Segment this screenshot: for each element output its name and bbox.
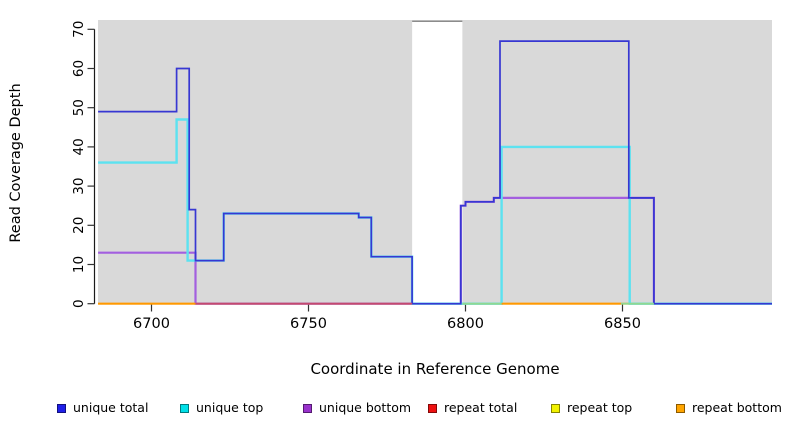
y-tick-label: 60: [71, 60, 87, 77]
coverage-plot-svg: 0 10 20 30 40 50 60 70 6700 6750 6800 6850: [71, 20, 772, 332]
legend-swatch-unique-bottom: [303, 403, 312, 413]
x-tick-label: 6850: [604, 316, 641, 332]
legend-item-repeat-top: repeat top: [551, 399, 632, 417]
series-line-unique-total: [98, 40, 772, 305]
y-tick-label: 0: [71, 299, 87, 308]
legend-label: unique total: [73, 400, 149, 415]
y-tick-label: 30: [71, 178, 87, 195]
x-tick-label: 6700: [133, 316, 170, 332]
y-tick-label: 70: [71, 21, 87, 38]
legend-label: repeat total: [444, 400, 518, 415]
legend-swatch-repeat-top: [551, 403, 560, 413]
legend-label: repeat top: [567, 400, 633, 415]
legend-item-unique-top: unique top: [180, 399, 263, 417]
legend-swatch-unique-top: [180, 403, 189, 413]
y-tick-label: 50: [71, 99, 87, 116]
legend-label: repeat bottom: [692, 400, 782, 415]
legend-item-repeat-bottom: repeat bottom: [676, 399, 782, 417]
y-tick-label: 10: [71, 256, 87, 273]
legend-label: unique bottom: [319, 400, 412, 415]
y-tick-label: 20: [71, 217, 87, 234]
gap-region: [412, 20, 463, 304]
legend-swatch-unique-total: [57, 403, 66, 413]
legend-label: unique top: [196, 400, 264, 415]
x-tick-label: 6750: [290, 316, 327, 332]
legend-swatch-repeat-total: [428, 403, 437, 413]
y-tick-label: 40: [71, 138, 87, 155]
legend-item-unique-bottom: unique bottom: [303, 399, 411, 417]
legend-item-repeat-total: repeat total: [428, 399, 517, 417]
legend: unique total unique top unique bottom repea…: [0, 399, 792, 419]
legend-swatch-repeat-bottom: [676, 403, 685, 413]
x-tick-label: 6800: [447, 316, 484, 332]
x-axis-title: Coordinate in Reference Genome: [310, 360, 560, 378]
legend-item-unique-total: unique total: [57, 399, 148, 417]
y-axis-title: Read Coverage Depth: [8, 83, 24, 243]
